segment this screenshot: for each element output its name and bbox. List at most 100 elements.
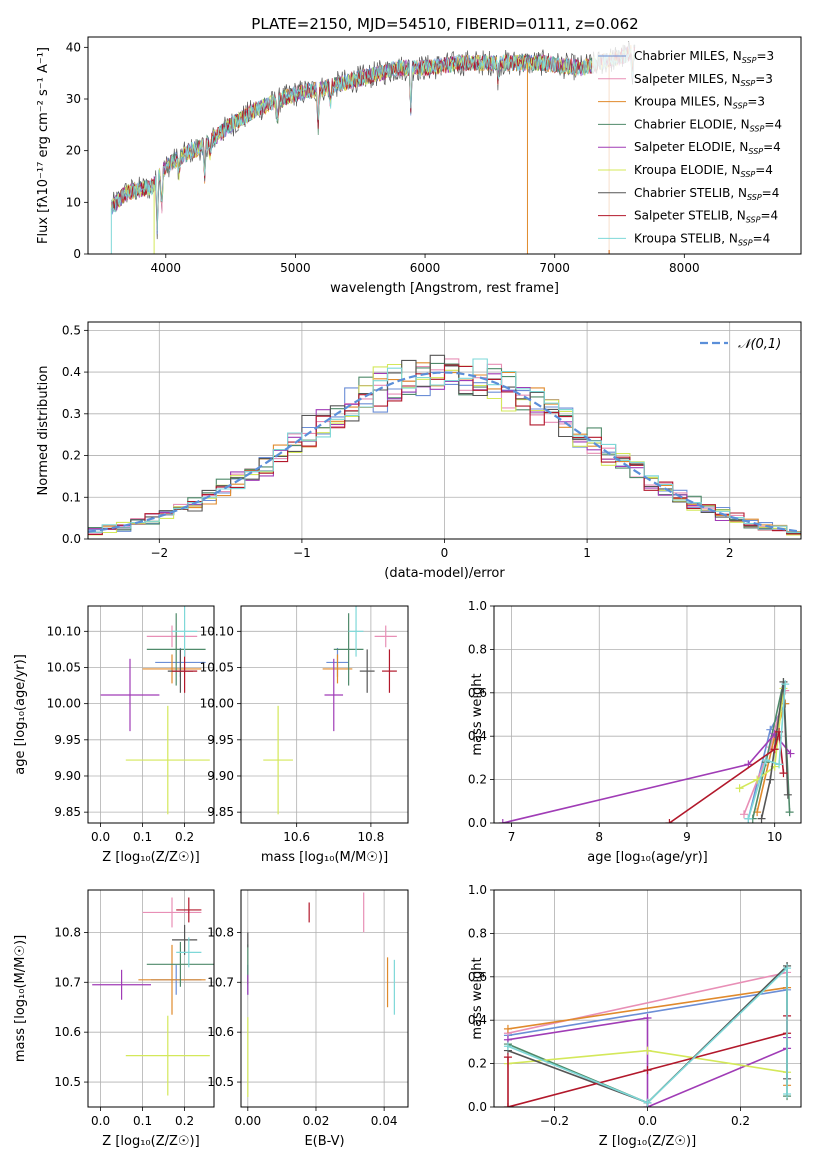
- y-tick-label: 10.00: [47, 697, 81, 711]
- weight-line-kroupa-elodie: [739, 688, 785, 790]
- x-axis-label: age [log₁₀(age/yr)]: [587, 850, 708, 865]
- x-tick-label: 10.6: [283, 830, 310, 844]
- plot-area: [110, 41, 636, 254]
- spectrum-line-kroupa-stelib: [110, 48, 636, 231]
- y-tick-label: 0.4: [468, 1013, 487, 1027]
- weight-line-chabrier-stelib: [760, 681, 789, 819]
- y-tick-label: 10.05: [200, 660, 234, 674]
- mass-weight-vs-metallicity-plot: −0.2 0.0 0.2 0.0 0.2 0.4 0.6 0.8 1.0 Z [log₁₀(Z/Z…: [468, 883, 802, 1149]
- y-tick-label: 10.6: [54, 1025, 81, 1039]
- weight-marker-kroupa-stelib: [503, 1042, 512, 1051]
- y-tick-label: 0.5: [62, 323, 81, 337]
- y-tick-label: 10: [66, 195, 81, 209]
- x-axis-label: mass [log₁₀(M/M☉)]: [261, 850, 388, 865]
- weight-marker-salpeter-elodie: [498, 819, 507, 823]
- x-tick-label: 0.04: [371, 1114, 398, 1128]
- y-tick-label: 9.85: [207, 805, 234, 819]
- weight-marker-kroupa-miles: [503, 1024, 512, 1033]
- x-axis-label: Z [log₁₀(Z/Z☉)]: [102, 1134, 199, 1149]
- legend-label-text: Chabrier ELODIE, N: [634, 117, 750, 131]
- weight-marker-kroupa-stelib: [775, 760, 784, 769]
- legend-label-text: Salpeter STELIB, N: [634, 209, 746, 223]
- y-tick-label: 1.0: [468, 599, 487, 613]
- axes-frame: [493, 889, 802, 1108]
- x-tick-label: 2: [726, 546, 734, 560]
- axes-frame: [240, 605, 409, 824]
- legend-label-salpeter-stelib: Salpeter STELIB, NSSP=4: [634, 209, 778, 225]
- legend-label-chabrier-elodie: Chabrier ELODIE, NSSP=4: [634, 117, 782, 133]
- legend-label-kroupa-elodie: Kroupa ELODIE, NSSP=4: [634, 163, 773, 179]
- x-tick-label: 0.0: [91, 830, 110, 844]
- weight-marker-kroupa-stelib: [783, 964, 792, 973]
- legend-label-value: =4: [760, 209, 778, 223]
- legend-label-text: Chabrier STELIB, N: [634, 186, 747, 200]
- mass-vs-extinction-plot: 0.00 0.02 0.04 10.5 10.6 10.7 10.8 E(B-V): [207, 889, 409, 1149]
- x-tick-label: 4000: [151, 261, 182, 275]
- x-tick-label: 0.1: [133, 1114, 152, 1128]
- plot-area: [503, 961, 792, 1107]
- weight-line-kroupa-stelib: [507, 966, 788, 1104]
- y-tick-label: 9.85: [54, 805, 81, 819]
- x-tick-label: 0.0: [91, 1114, 110, 1128]
- legend-label-subscript: SSP: [741, 79, 756, 88]
- x-tick-label: 8: [595, 830, 603, 844]
- legend-label-normal: 𝒩(0,1): [738, 337, 781, 352]
- weight-marker-kroupa-elodie: [643, 1046, 652, 1055]
- y-tick-label: 0.4: [62, 365, 81, 379]
- x-tick-label: 0.2: [175, 1114, 194, 1128]
- weight-marker-salpeter-stelib: [643, 1066, 652, 1075]
- weight-marker-kroupa-stelib: [781, 680, 790, 689]
- legend-label-kroupa-stelib: Kroupa STELIB, NSSP=4: [634, 231, 770, 247]
- x-tick-label: 0.00: [234, 1114, 261, 1128]
- plot-area: [498, 677, 795, 823]
- y-tick-label: 30: [66, 92, 81, 106]
- y-axis-label: Normed distribution: [36, 366, 51, 496]
- weight-marker-salpeter-stelib: [503, 1103, 512, 1107]
- y-tick-label: 10.6: [207, 1025, 234, 1039]
- legend-label-text: Kroupa STELIB, N: [634, 231, 738, 245]
- x-tick-label: 9: [683, 830, 691, 844]
- weight-marker-chabrier-stelib: [783, 790, 792, 799]
- legend-label-salpeter-miles: Salpeter MILES, NSSP=3: [634, 72, 773, 88]
- plot-area: [88, 354, 801, 536]
- age-vs-metallicity-plot: 0.0 0.1 0.2 9.85 9.90 9.95 10.00 10.05 10.10 Z [l…: [13, 605, 215, 865]
- y-tick-label: 0.8: [468, 926, 487, 940]
- figure-title: PLATE=2150, MJD=54510, FIBERID=0111, z=0…: [251, 15, 638, 33]
- y-tick-label: 20: [66, 144, 81, 158]
- x-tick-label: −0.2: [540, 1114, 569, 1128]
- legend-label-subscript: SSP: [750, 124, 765, 133]
- plot-area: [100, 606, 210, 815]
- weight-line-salpeter-elodie: [502, 732, 792, 823]
- axes-frame: [493, 605, 802, 824]
- weight-marker-salpeter-stelib: [770, 745, 779, 754]
- y-tick-label: 9.95: [54, 733, 81, 747]
- y-axis-label: age [log₁₀(age/yr)]: [13, 654, 28, 775]
- legend-label-value: =4: [763, 140, 781, 154]
- weight-marker-kroupa-stelib: [783, 1089, 792, 1098]
- x-tick-label: 1: [583, 546, 591, 560]
- x-tick-label: −2: [150, 546, 168, 560]
- y-tick-label: 0.8: [468, 642, 487, 656]
- x-axis-label: Z [log₁₀(Z/Z☉)]: [102, 850, 199, 865]
- y-tick-label: 9.90: [207, 769, 234, 783]
- weight-marker-salpeter-stelib: [779, 769, 788, 778]
- mass-weight-vs-age-plot: 7 8 9 10 0.0 0.2 0.4 0.6 0.8 1.0 age [log₁₀(age/yr…: [468, 599, 802, 865]
- y-axis-label: mass weight: [470, 957, 485, 1039]
- weight-marker-kroupa-stelib: [761, 756, 770, 765]
- legend-label-subscript: SSP: [741, 170, 756, 179]
- legend-label-text: Salpeter ELODIE, N: [634, 140, 748, 154]
- y-tick-label: 10.10: [200, 624, 234, 638]
- y-tick-label: 10.5: [207, 1075, 234, 1089]
- y-tick-label: 0.4: [468, 729, 487, 743]
- y-axis-label: mass weight: [470, 673, 485, 755]
- weight-marker-salpeter-elodie: [786, 749, 795, 758]
- y-tick-label: 10.7: [207, 975, 234, 989]
- weight-marker-chabrier-stelib: [779, 677, 788, 686]
- y-axis-label: Flux [fλ10⁻¹⁷ erg cm⁻² s⁻¹ A⁻¹]: [36, 47, 51, 244]
- axes-frame: [87, 321, 802, 540]
- x-tick-label: 7: [508, 830, 516, 844]
- legend-label-value: =3: [756, 49, 774, 63]
- y-axis-label: mass [log₁₀(M/M☉)]: [13, 935, 28, 1062]
